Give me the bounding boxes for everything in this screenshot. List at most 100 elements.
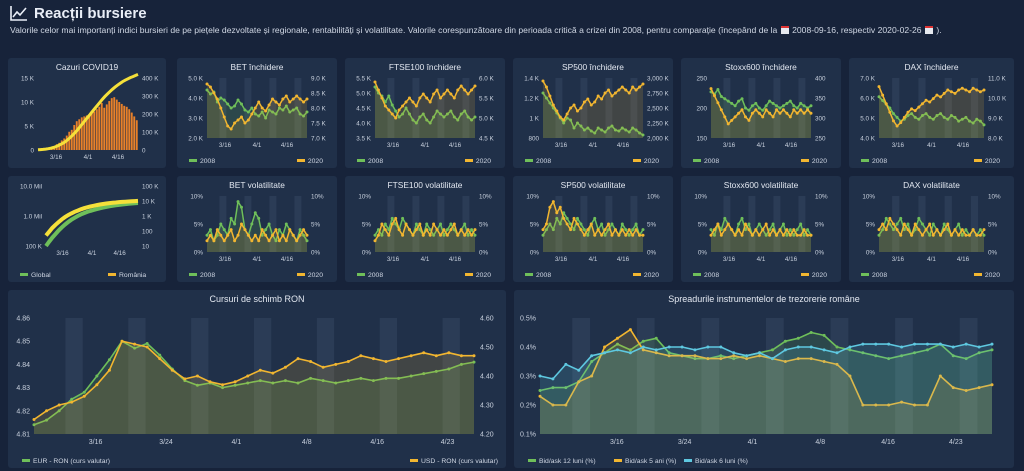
legend-item[interactable]: 2020 (973, 158, 1000, 165)
data-point (257, 216, 261, 220)
y-tick-label: 4.60 (480, 316, 494, 323)
data-point (208, 380, 212, 384)
legend-item[interactable]: 2020 (973, 272, 1000, 279)
data-point (902, 115, 906, 119)
legend-item[interactable]: 2008 (357, 272, 383, 279)
data-point (277, 106, 281, 110)
legend-item[interactable]: 2020 (464, 272, 491, 279)
legend-item[interactable]: 2008 (693, 272, 719, 279)
legend-item[interactable]: 2020 (296, 272, 323, 279)
data-point (439, 112, 443, 116)
panel-fx: Cursuri de schimb RON 4.86 4.85 4.84 4.83 4.8… (8, 290, 506, 468)
data-point (295, 94, 299, 98)
panel-covid: Cazuri COVID19 15 K 10 K 5 K 0 400 K 300 K 200 … (8, 58, 166, 168)
data-point (732, 351, 736, 355)
data-point (613, 91, 617, 95)
legend-item[interactable]: 2008 (693, 158, 719, 165)
x-tick-label: 4/23 (441, 439, 455, 446)
data-point (719, 354, 723, 358)
x-tick-label: 3/24 (678, 439, 692, 446)
data-point (953, 91, 957, 95)
data-point (624, 233, 628, 237)
y-tick-label: 2,750 K (647, 91, 670, 98)
data-point (205, 239, 209, 243)
data-point (990, 348, 994, 352)
legend-item[interactable]: 2020 (800, 272, 827, 279)
data-point (743, 115, 747, 119)
legend-item[interactable]: 2020 (632, 272, 659, 279)
panel-dax-close: DAX închidere 7.0 K 6.0 K 5.0 K 4.0 K 11.0 K 1… (849, 58, 1014, 168)
y-tick-label: 0% (311, 250, 321, 257)
legend-label: 2020 (984, 158, 1000, 165)
data-point (906, 228, 910, 232)
data-point (233, 222, 237, 226)
legend-item[interactable]: 2008 (189, 158, 215, 165)
legend-label: Bid/ask 5 ani (%) (625, 458, 677, 465)
data-point (229, 228, 233, 232)
data-point (414, 222, 418, 226)
data-point (569, 118, 573, 122)
legend-item[interactable]: 2020 (464, 158, 491, 165)
data-point (716, 88, 720, 92)
data-point (257, 239, 261, 243)
legend-item[interactable]: Global (20, 272, 51, 279)
data-point (589, 103, 593, 107)
legend-item[interactable]: Bid/ask 12 luni (%) (528, 458, 596, 465)
legend-item[interactable]: România (108, 272, 146, 279)
data-point (281, 108, 285, 112)
y-tick-label: 0 (30, 148, 34, 155)
legend-item[interactable]: 2020 (800, 158, 827, 165)
legend-item[interactable]: 2008 (189, 272, 215, 279)
data-point (951, 345, 955, 349)
data-point (575, 109, 579, 113)
data-point (781, 233, 785, 237)
legend-item[interactable]: 2008 (525, 158, 551, 165)
y-tick-label: 8.0 K (311, 106, 327, 113)
data-point (709, 233, 713, 237)
data-point (888, 222, 892, 226)
legend-item[interactable]: EUR - RON (curs valutar) (22, 458, 110, 465)
legend-item[interactable]: 2008 (861, 272, 887, 279)
legend-item[interactable]: 2008 (525, 272, 551, 279)
legend-item[interactable]: Bid/ask 5 ani (%) (614, 458, 676, 465)
y-tick-label: 6.0 K (860, 96, 876, 103)
panel-ftse-vol: FTSE100 volatilitate 10% 5% 0% 10% 5% 0% 3/16 4/… (345, 176, 505, 282)
data-point (346, 360, 350, 363)
data-point (600, 97, 604, 101)
legend-item[interactable]: Bid/ask 6 luni (%) (684, 458, 748, 465)
data-point (401, 112, 405, 116)
data-point (394, 216, 398, 220)
panel-stoxx-close: Stoxx600 închidere 250 200 150 400 350 300 250 3… (681, 58, 841, 168)
data-point (884, 228, 888, 232)
data-point (975, 233, 979, 237)
data-point (569, 228, 573, 232)
chart-svg: 15 K 10 K 5 K 0 400 K 300 K 200 K 100 K 0 3/16 4/1… (21, 73, 159, 161)
data-point (445, 112, 449, 116)
bar (133, 116, 136, 150)
legend-item[interactable]: USD - RON (curs valutar) (409, 458, 498, 465)
legend-item[interactable]: 2008 (861, 158, 887, 165)
y-tick-label: 5% (479, 222, 489, 229)
weekend-band (798, 78, 806, 138)
data-point (70, 400, 74, 404)
data-point (939, 95, 943, 99)
weekend-band (387, 78, 395, 138)
weekend-band (269, 196, 277, 252)
data-point (900, 400, 904, 404)
data-point (603, 91, 607, 95)
legend-item[interactable]: 2020 (632, 158, 659, 165)
data-point (579, 222, 583, 226)
legend-item[interactable]: 2020 (296, 158, 323, 165)
y-tick-label: 15 K (21, 76, 35, 83)
data-point (603, 345, 607, 349)
chart-title: BET volatilitate (229, 180, 285, 190)
legend-item[interactable]: 2008 (357, 158, 383, 165)
subtitle-text: Valorile celor mai importanți indici bur… (10, 25, 778, 35)
data-point (706, 357, 710, 361)
data-point (726, 222, 730, 226)
data-point (229, 106, 233, 110)
data-point (931, 222, 935, 226)
data-point (917, 117, 921, 121)
data-point (305, 97, 309, 101)
y-tick-label: 7.5 K (311, 121, 327, 128)
